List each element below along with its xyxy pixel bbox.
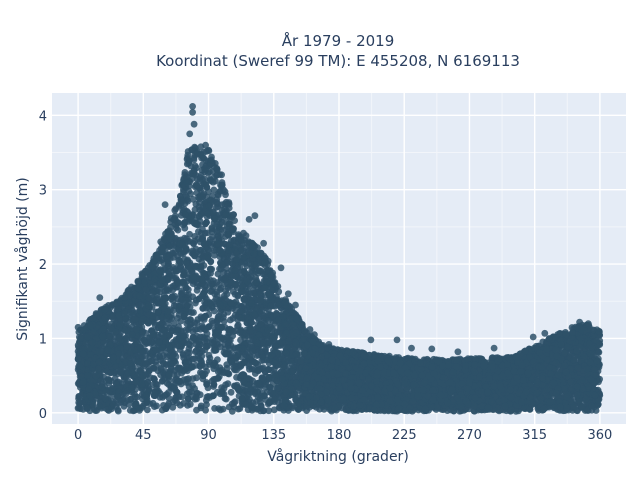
data-point xyxy=(211,174,218,181)
data-point xyxy=(214,356,221,363)
data-point xyxy=(211,405,218,412)
chart-subtitle: Koordinat (Sweref 99 TM): E 455208, N 61… xyxy=(156,52,520,70)
data-point xyxy=(247,261,254,268)
data-point xyxy=(186,349,193,356)
chart-title: År 1979 - 2019 xyxy=(282,31,395,50)
data-point xyxy=(184,198,191,205)
